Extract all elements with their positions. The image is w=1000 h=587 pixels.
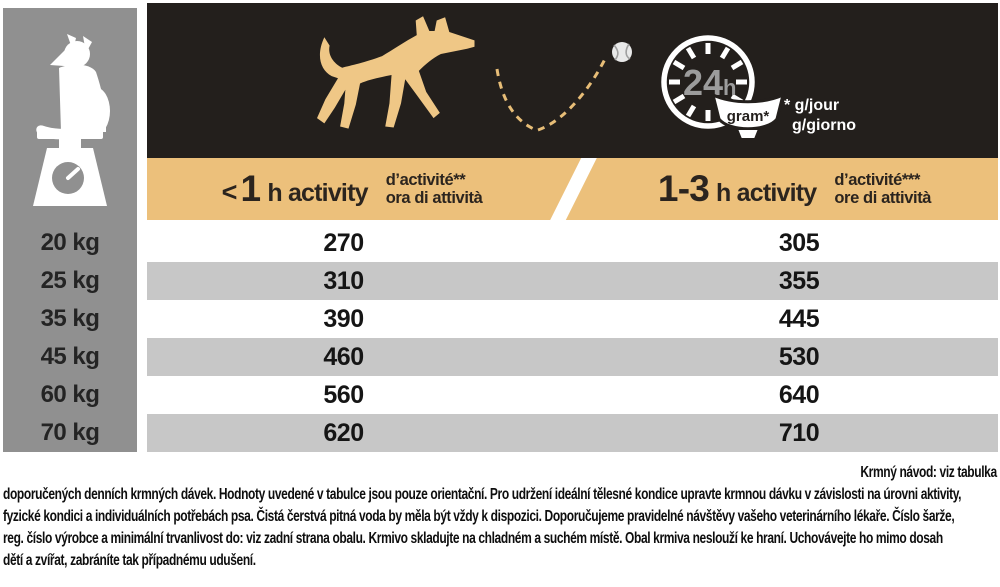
- unit-note-fr: * g/jour: [784, 97, 839, 114]
- instructions-line: fyzické kondici a individuálních potřebá…: [3, 508, 955, 525]
- table-row: 25 kg 310 355: [0, 262, 1000, 300]
- ration-lt1h: 620: [323, 419, 364, 447]
- table-row: 60 kg 560 640: [0, 376, 1000, 414]
- ration-1-3h: 640: [778, 381, 820, 409]
- clock-label: 24h: [683, 62, 737, 103]
- instructions-label: Krmný návod:: [860, 464, 937, 481]
- ball-trajectory-icon: [495, 56, 608, 132]
- ration-1-3h: 445: [778, 305, 820, 333]
- table-row: 20 kg 270 305: [0, 224, 1000, 262]
- weight-column: [3, 8, 137, 452]
- gram-bowl-icon: gram*: [710, 92, 786, 140]
- header-lt1h-subtitle: d’activité** ora di attività: [385, 171, 483, 207]
- header-1-3h-subtitle: d’activité*** ore di attività: [834, 171, 932, 207]
- weight-label: 20 kg: [40, 229, 100, 256]
- instructions-line: dětí a zvířat, zabráníte tak případnému …: [3, 552, 256, 569]
- header-1-3h-activity: 1-3 h activity d’activité*** ore di atti…: [591, 158, 998, 220]
- weight-label: 25 kg: [40, 267, 100, 294]
- weight-label: 60 kg: [40, 381, 100, 408]
- weight-label: 45 kg: [40, 343, 100, 370]
- feeding-instructions: Krmný návod: viz tabulka doporučených de…: [3, 462, 997, 572]
- instructions-line: Krmný návod: viz tabulka: [860, 464, 997, 481]
- instructions-line: reg. číslo výrobce a minimální trvanlivo…: [3, 530, 943, 547]
- activity-header: < 1 h activity d’activité** ora di attiv…: [147, 158, 998, 220]
- dog-on-scale-icon: [33, 34, 110, 206]
- header-lt1h-activity: < 1 h activity d’activité** ora di attiv…: [147, 158, 557, 220]
- table-row: 35 kg 390 445: [0, 300, 1000, 338]
- header-divider-slash: [550, 158, 597, 220]
- weight-label: 35 kg: [40, 305, 100, 332]
- ration-1-3h: 305: [778, 229, 820, 257]
- weight-label: 70 kg: [40, 419, 100, 446]
- ration-lt1h: 390: [323, 305, 364, 333]
- table-row: 70 kg 620 710: [0, 414, 1000, 452]
- header-1-3h-title: 1-3 h activity: [657, 168, 817, 209]
- banner-artwork: 24h gram* * g/jour g/giorno: [317, 16, 856, 140]
- ration-lt1h: 560: [323, 381, 364, 409]
- ration-lt1h: 270: [323, 229, 364, 257]
- instructions-line: doporučených denních krmných dávek. Hodn…: [3, 486, 962, 503]
- ration-lt1h: 310: [323, 267, 364, 295]
- ration-1-3h: 710: [778, 419, 820, 447]
- ration-lt1h: 460: [323, 343, 364, 371]
- unit-note-it: g/giorno: [792, 117, 856, 134]
- running-dog-icon: [317, 16, 475, 129]
- ration-1-3h: 355: [778, 267, 820, 295]
- ration-1-3h: 530: [778, 343, 820, 371]
- ball-icon: [612, 42, 632, 62]
- less-than-symbol: <: [221, 177, 238, 207]
- table-row: 45 kg 460 530: [0, 338, 1000, 376]
- banner: 24h gram* * g/jour g/giorno: [147, 3, 998, 158]
- bowl-label: gram*: [727, 108, 770, 125]
- header-lt1h-title: < 1 h activity: [221, 168, 369, 209]
